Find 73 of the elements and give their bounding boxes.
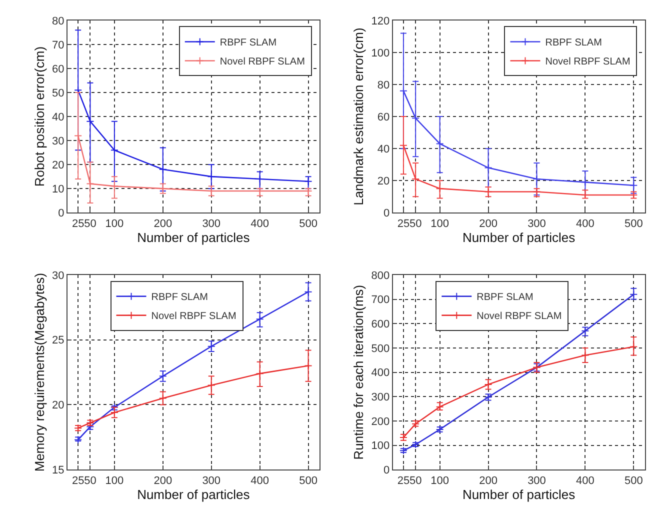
y-tick-label: 20 xyxy=(52,400,64,412)
y-tick-label: 15 xyxy=(52,464,64,476)
x-tick-label: 25 xyxy=(397,218,410,230)
x-axis-title: Number of particles xyxy=(137,486,250,502)
x-tick-label: 200 xyxy=(154,218,172,230)
y-tick-label: 100 xyxy=(371,440,390,452)
y-tick-label: 0 xyxy=(383,207,390,220)
y-tick-label: 40 xyxy=(377,143,390,156)
y-tick-label: 120 xyxy=(371,15,390,28)
y-tick-label: 70 xyxy=(52,39,64,52)
x-tick-label: 300 xyxy=(202,474,221,487)
x-tick-label: 400 xyxy=(250,474,269,487)
y-axis-title: Robot position error(cm) xyxy=(32,46,47,187)
y-tick-label: 60 xyxy=(52,63,64,76)
legend-label: Novel RBPF SLAM xyxy=(545,56,630,68)
y-tick-label: 800 xyxy=(371,270,390,282)
x-axis-title: Number of particles xyxy=(462,230,576,245)
x-tick-label: 200 xyxy=(479,474,498,487)
x-tick-label: 50 xyxy=(409,474,422,487)
x-tick-label: 25 xyxy=(72,218,84,230)
y-axis-title: Runtime for each iteration(ms) xyxy=(351,284,366,460)
y-tick-label: 25 xyxy=(52,334,64,347)
x-tick-label: 100 xyxy=(430,218,449,230)
legend-label: RBPF SLAM xyxy=(151,292,208,304)
y-tick-label: 100 xyxy=(371,47,390,60)
x-tick-label: 400 xyxy=(250,218,269,230)
y-tick-label: 50 xyxy=(52,87,64,100)
y-tick-label: 30 xyxy=(52,135,64,148)
x-tick-label: 100 xyxy=(105,218,124,230)
y-tick-label: 40 xyxy=(52,111,64,124)
x-tick-label: 300 xyxy=(202,218,221,230)
legend-label: RBPF SLAM xyxy=(220,38,277,49)
y-tick-label: 0 xyxy=(383,464,390,476)
y-tick-label: 0 xyxy=(58,207,64,220)
x-tick-label: 500 xyxy=(299,474,318,487)
x-tick-label: 100 xyxy=(430,474,449,487)
x-tick-label: 300 xyxy=(528,474,546,487)
y-tick-label: 20 xyxy=(52,159,64,172)
y-tick-label: 200 xyxy=(371,416,390,428)
x-tick-label: 500 xyxy=(624,218,643,230)
x-tick-label: 300 xyxy=(528,218,546,230)
x-tick-label: 50 xyxy=(84,218,96,230)
y-tick-label: 300 xyxy=(371,391,390,404)
y-tick-label: 80 xyxy=(52,15,64,28)
x-tick-label: 400 xyxy=(576,474,594,487)
x-tick-label: 25 xyxy=(72,474,84,487)
y-tick-label: 10 xyxy=(52,183,64,196)
y-tick-label: 700 xyxy=(371,294,390,306)
y-tick-label: 20 xyxy=(377,175,390,188)
legend-label: Novel RBPF SLAM xyxy=(220,56,305,68)
x-tick-label: 100 xyxy=(105,474,124,487)
y-tick-label: 60 xyxy=(377,111,390,124)
legend-label: Novel RBPF SLAM xyxy=(476,311,562,322)
x-tick-label: 500 xyxy=(624,474,643,487)
x-tick-label: 50 xyxy=(409,218,422,230)
y-tick-label: 80 xyxy=(377,79,390,92)
y-axis-title: Memory requirements(Megabytes) xyxy=(32,272,47,472)
legend-label: Novel RBPF SLAM xyxy=(151,311,236,322)
x-tick-label: 500 xyxy=(299,218,318,230)
y-tick-label: 500 xyxy=(371,342,390,355)
x-axis-title: Number of particles xyxy=(137,230,250,245)
y-axis-title: Landmark estimation error(cm) xyxy=(351,28,366,206)
legend-label: RBPF SLAM xyxy=(476,292,534,304)
y-tick-label: 600 xyxy=(371,318,390,330)
x-tick-label: 400 xyxy=(576,218,594,230)
x-axis-title: Number of particles xyxy=(462,486,576,502)
x-tick-label: 50 xyxy=(84,474,96,487)
x-tick-label: 200 xyxy=(154,474,172,487)
legend-label: RBPF SLAM xyxy=(545,38,602,49)
x-tick-label: 25 xyxy=(397,474,410,487)
y-tick-label: 400 xyxy=(371,367,390,380)
y-tick-label: 30 xyxy=(52,270,64,282)
x-tick-label: 200 xyxy=(479,218,498,230)
